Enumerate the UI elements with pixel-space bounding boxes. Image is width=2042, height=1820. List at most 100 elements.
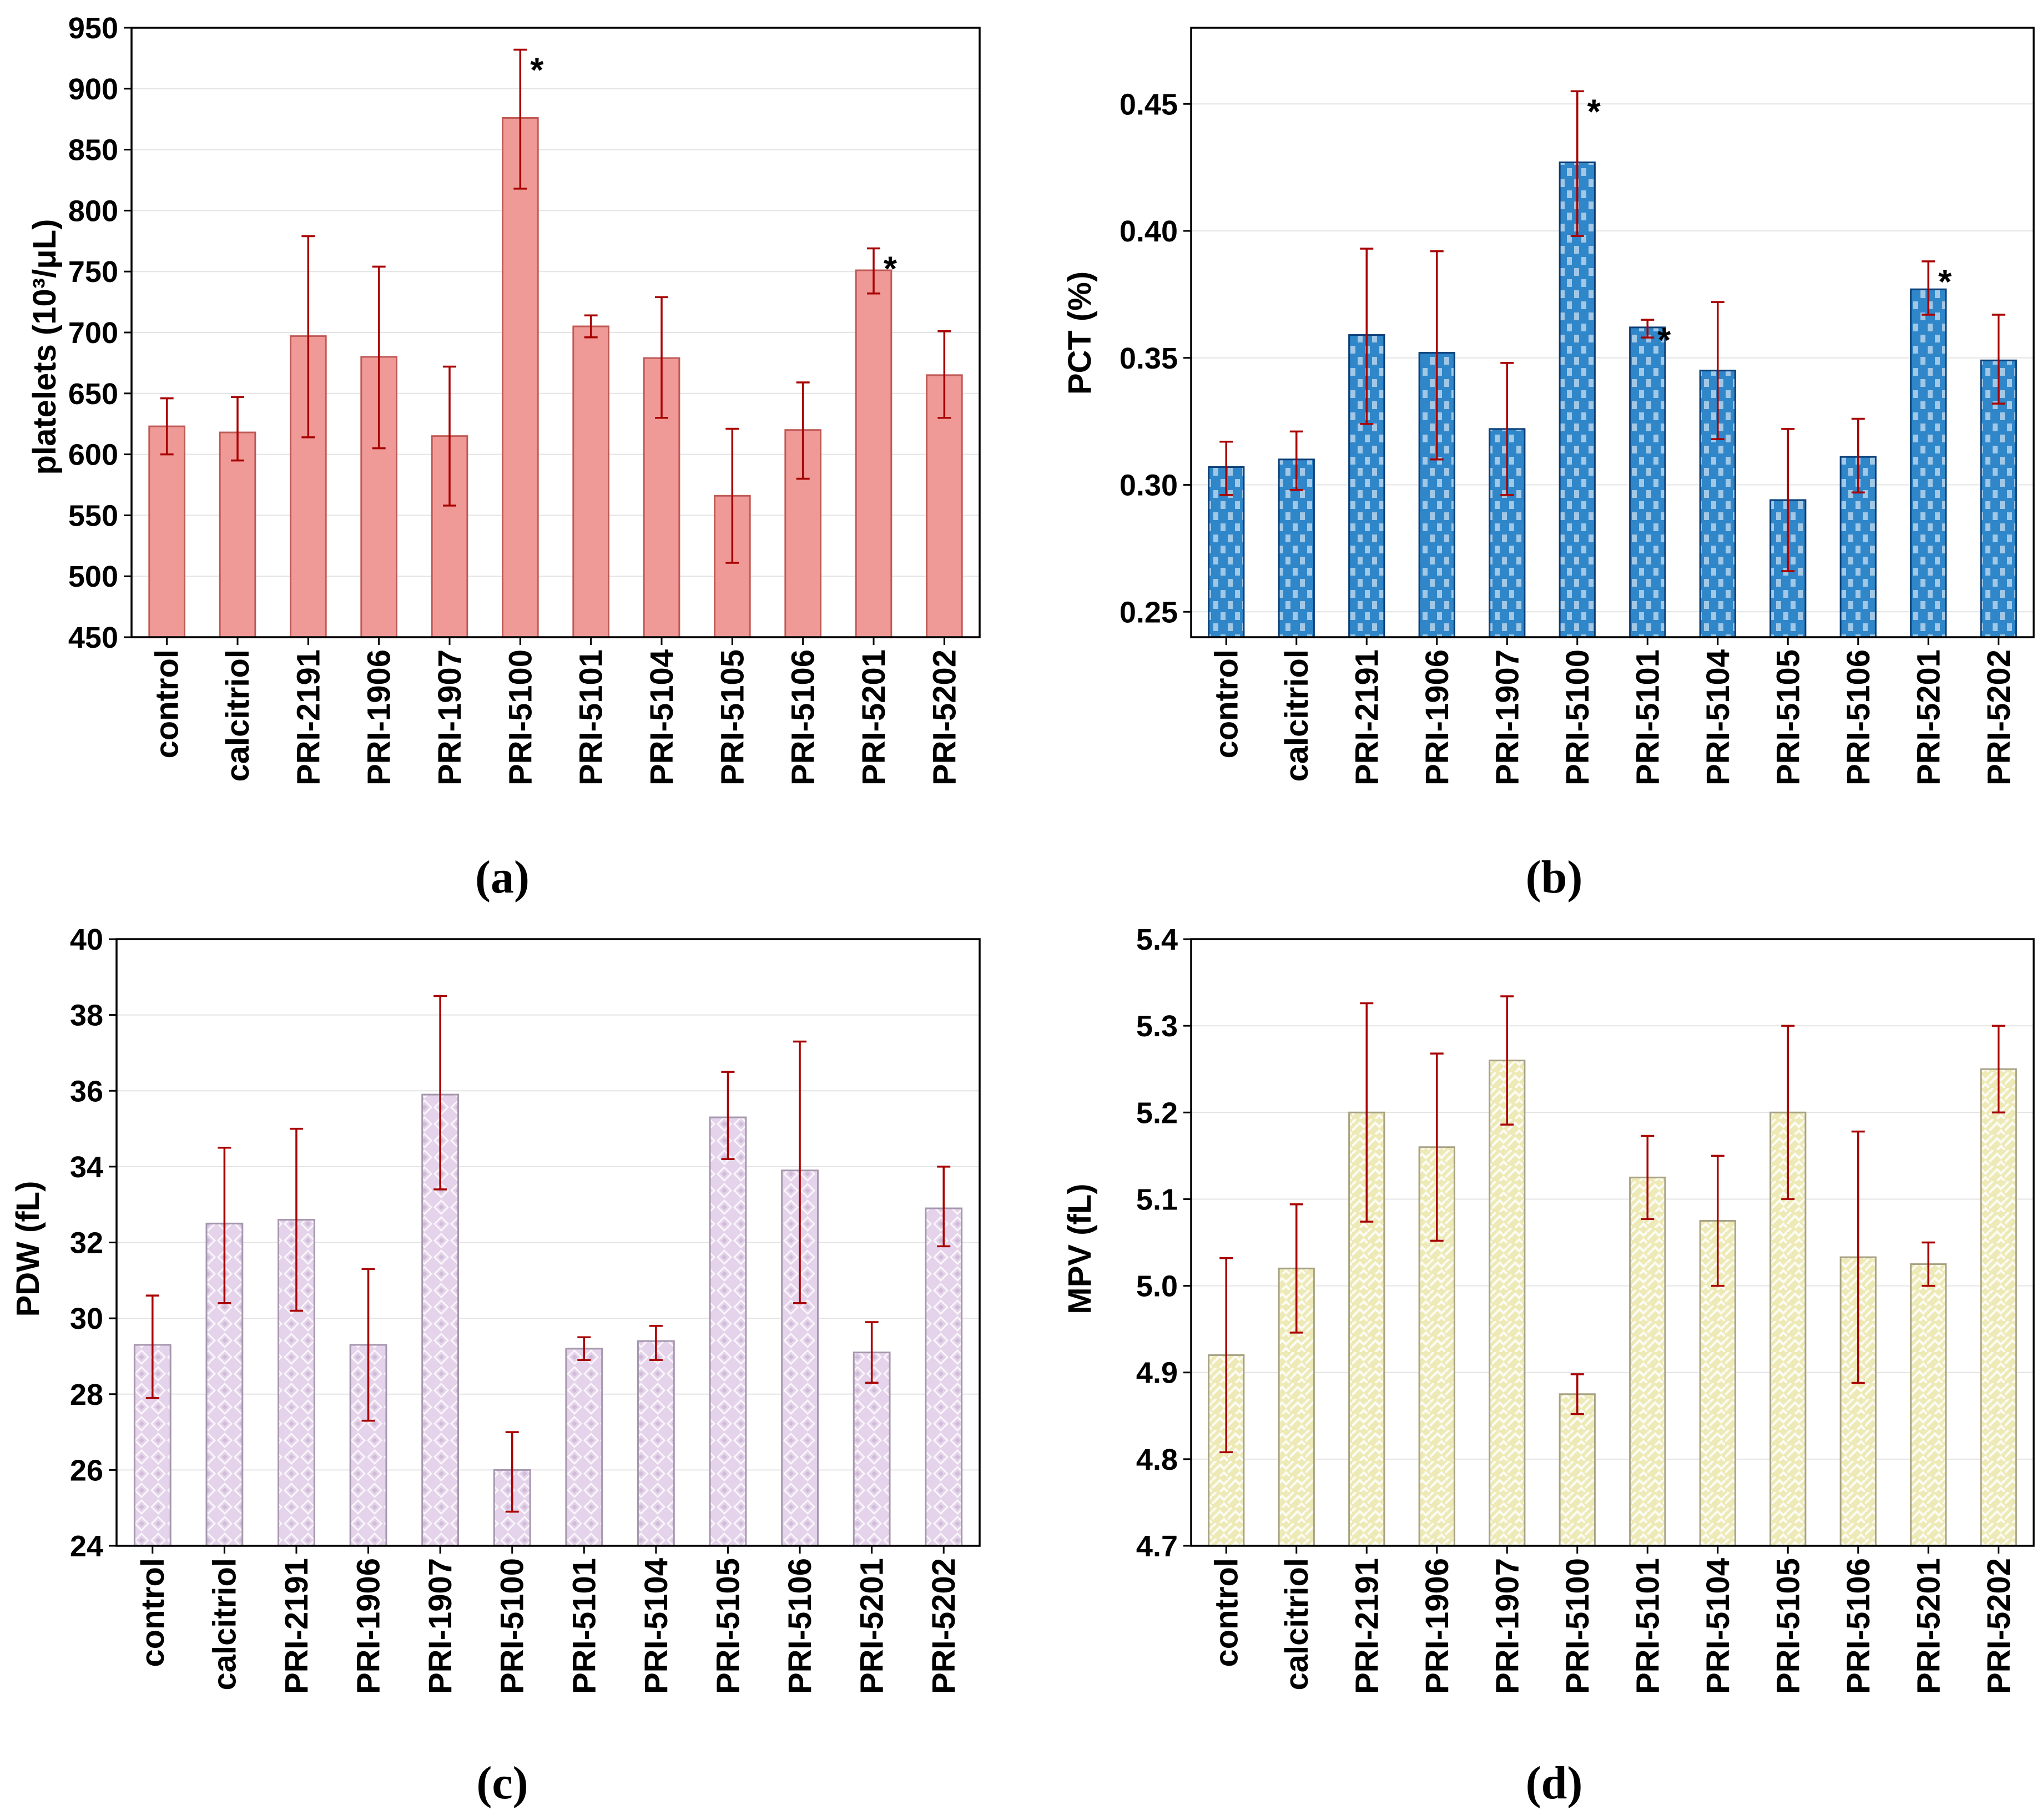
y-tick-label: 900 [68, 73, 118, 106]
category-label-PRI-5105: PRI-5105 [1770, 649, 1806, 785]
y-tick-label: 26 [70, 1454, 103, 1487]
y-tick-label: 0.40 [1120, 215, 1178, 248]
category-label-PRI-2191: PRI-2191 [1349, 1558, 1385, 1694]
bar-PRI-5104 [637, 1340, 675, 1547]
category-label-PRI-2191: PRI-2191 [279, 1558, 315, 1694]
category-label-PRI-1907: PRI-1907 [432, 649, 468, 785]
y-tick-label: 5.2 [1136, 1096, 1178, 1130]
category-label-PRI-5201: PRI-5201 [1910, 649, 1947, 785]
significance-marker: * [1587, 93, 1601, 131]
significance-marker: * [884, 250, 898, 288]
chart-panel-a: platelets (10³/μL) 450 500 550 600 650 700 750… [27, 12, 981, 903]
category-label-calcitriol: calcitriol [1279, 1558, 1315, 1691]
plot-frame [115, 938, 981, 1547]
y-tick-label: 28 [70, 1378, 103, 1411]
plot-frame [130, 27, 981, 638]
bar-PRI-5202 [926, 374, 963, 638]
bar-PRI-5105 [714, 495, 751, 638]
bar-PRI-5105 [709, 1116, 747, 1547]
y-tick-label: 5.1 [1136, 1183, 1178, 1216]
y-tick-label: 650 [68, 377, 118, 411]
y-tick-label: 0.45 [1120, 88, 1178, 121]
bar-PRI-5201 [1910, 1263, 1947, 1547]
category-label-control: control [135, 1558, 171, 1667]
category-label-PRI-1906: PRI-1906 [1419, 649, 1455, 785]
category-label-PRI-5105: PRI-5105 [714, 649, 750, 785]
plot-area-d: 4.7 4.8 4.9 5.0 5.1 5.2 5.3 5.4 control calcitrio… [1136, 923, 2035, 1694]
y-axis-title-d: MPV (fL) [1062, 1183, 1098, 1314]
category-label-PRI-5201: PRI-5201 [1910, 1558, 1947, 1694]
category-label-PRI-1906: PRI-1906 [361, 649, 397, 785]
category-label-PRI-5101: PRI-5101 [1630, 649, 1666, 785]
category-label-PRI-5201: PRI-5201 [856, 649, 892, 785]
category-label-calcitriol: calcitriol [1279, 649, 1315, 782]
y-tick-label: 0.25 [1120, 596, 1178, 629]
category-label-PRI-5101: PRI-5101 [1630, 1558, 1666, 1694]
y-tick-label: 34 [70, 1151, 103, 1184]
y-tick-label: 750 [68, 255, 118, 289]
category-label-PRI-5100: PRI-5100 [502, 649, 538, 785]
y-axis-title-a: platelets (10³/μL) [27, 219, 63, 475]
bar-control [148, 425, 186, 638]
bar-calcitriol [219, 431, 256, 638]
category-label-control: control [1208, 649, 1244, 759]
category-label-PRI-5106: PRI-5106 [1841, 1558, 1877, 1694]
y-axis-title-c: PDW (fL) [10, 1181, 46, 1317]
significance-marker: * [1938, 263, 1952, 301]
plot-frame [1190, 27, 2035, 638]
y-tick-label: 550 [68, 499, 118, 532]
category-label-PRI-5100: PRI-5100 [1560, 1558, 1596, 1694]
plot-area-a: 450 500 550 600 650 700 750 800 850 900 950 control… [68, 12, 981, 785]
y-tick-label: 800 [68, 194, 118, 228]
bar-PRI-5101 [565, 1348, 603, 1547]
category-label-PRI-2191: PRI-2191 [1349, 649, 1385, 785]
category-label-PRI-5202: PRI-5202 [926, 1558, 962, 1694]
significance-marker: * [530, 52, 544, 90]
category-label-calcitriol: calcitriol [206, 1558, 243, 1691]
category-label-PRI-1907: PRI-1907 [1489, 1558, 1525, 1694]
category-label-PRI-5106: PRI-5106 [1841, 649, 1877, 785]
chart-panel-d: MPV (fL) 4.7 4.8 4.9 5.0 5.1 5.2 5.3 5.4 control… [1062, 923, 2035, 1809]
bar-PRI-5101 [1629, 1176, 1666, 1547]
chart-panel-c: PDW (fL) 24 26 28 30 32 34 36 38 40 control calcit… [10, 923, 981, 1809]
category-label-PRI-5105: PRI-5105 [1770, 1558, 1806, 1694]
y-tick-label: 700 [68, 316, 118, 350]
plot-frame [1190, 938, 2035, 1547]
y-tick-label: 850 [68, 134, 118, 167]
bar-PRI-5202 [1980, 1068, 2017, 1547]
bar-PRI-5201 [855, 269, 893, 638]
y-tick-label: 4.7 [1136, 1530, 1178, 1563]
panel-label-d: (d) [1526, 1757, 1583, 1809]
category-label-PRI-1906: PRI-1906 [351, 1558, 387, 1694]
category-label-PRI-5100: PRI-5100 [495, 1558, 531, 1694]
y-tick-label: 36 [70, 1075, 103, 1108]
category-label-PRI-5101: PRI-5101 [573, 649, 609, 785]
bar-PRI-5201 [853, 1352, 891, 1547]
category-label-PRI-5201: PRI-5201 [854, 1558, 890, 1694]
bar-PRI-5101 [1629, 326, 1666, 638]
category-label-PRI-5202: PRI-5202 [1981, 1558, 2017, 1694]
category-label-PRI-1907: PRI-1907 [422, 1558, 458, 1694]
y-tick-label: 600 [68, 438, 118, 472]
category-label-PRI-5106: PRI-5106 [782, 1558, 818, 1694]
category-label-PRI-5104: PRI-5104 [1700, 649, 1736, 785]
chart-panel-b: PCT (%) 0.25 0.30 0.35 0.40 0.45 control calci… [1062, 27, 2035, 903]
plot-area-c: 24 26 28 30 32 34 36 38 40 control calcitriol PRI-2… [70, 923, 981, 1694]
category-label-PRI-5101: PRI-5101 [566, 1558, 602, 1694]
y-tick-label: 38 [70, 999, 103, 1032]
panel-label-a: (a) [475, 851, 530, 903]
y-tick-label: 950 [68, 12, 118, 45]
category-label-control: control [149, 649, 185, 759]
category-label-PRI-5106: PRI-5106 [785, 649, 821, 785]
bar-PRI-5201 [1910, 288, 1947, 638]
category-label-calcitriol: calcitriol [220, 649, 256, 782]
category-label-PRI-1906: PRI-1906 [1419, 1558, 1455, 1694]
category-label-PRI-2191: PRI-2191 [290, 649, 326, 785]
y-tick-label: 32 [70, 1227, 103, 1260]
category-label-PRI-5202: PRI-5202 [1981, 649, 2017, 785]
bar-PRI-5202 [925, 1207, 963, 1547]
significance-marker: * [1657, 321, 1671, 360]
category-label-PRI-5105: PRI-5105 [710, 1558, 746, 1694]
y-tick-label: 4.8 [1136, 1443, 1178, 1476]
